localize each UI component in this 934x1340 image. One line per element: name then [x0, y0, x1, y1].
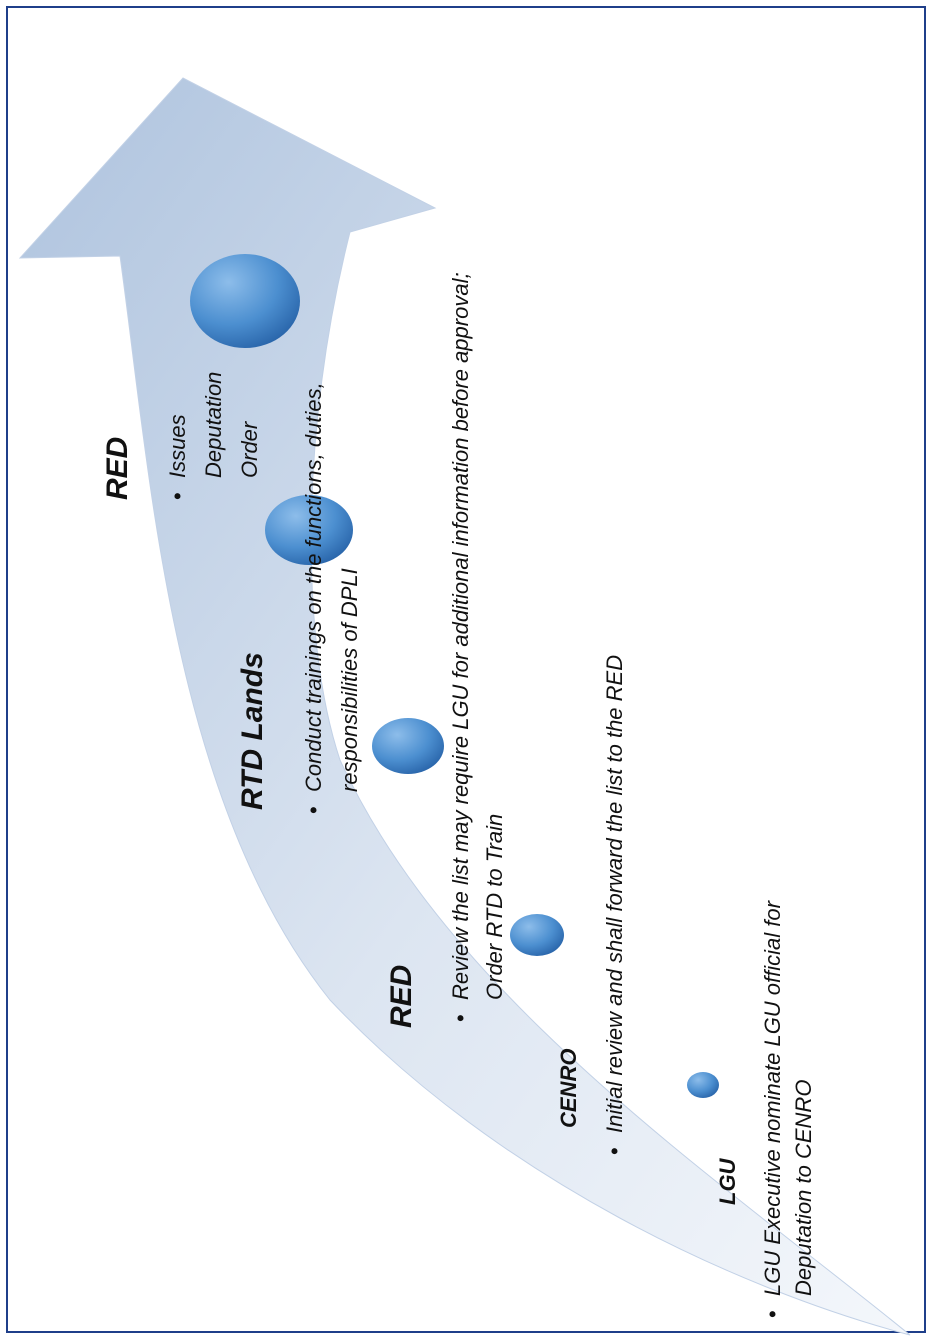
bullet: •	[301, 806, 326, 814]
page-border	[6, 6, 926, 1333]
bullet: •	[760, 1310, 785, 1318]
stage-description-line: Deputation	[201, 372, 226, 478]
stage-cenro: CENRO	[556, 1049, 581, 1128]
stage-marker-red-review	[372, 718, 444, 774]
stage-rtd-lands-description: • Conduct trainings on the functions, du…	[301, 382, 362, 814]
stage-description-line: Deputation to CENRO	[791, 1080, 816, 1296]
stage-title: RED	[385, 965, 418, 1028]
stage-marker-rtd-lands	[265, 495, 353, 565]
progress-arrow	[18, 77, 911, 1336]
stage-marker-red-issue	[190, 254, 300, 348]
stage-red-issue: RED	[101, 437, 134, 500]
stage-title: RED	[101, 437, 134, 500]
stage-red-review-description: • Review the list may require LGU for ad…	[448, 272, 507, 1022]
stage-marker-lgu	[687, 1072, 719, 1098]
stage-description-line: Issues	[165, 414, 190, 478]
stage-description-line: Order	[237, 420, 262, 478]
bullet: •	[448, 1014, 473, 1022]
stage-description-line: responsibilities of DPLI	[337, 568, 362, 792]
stage-marker-cenro	[510, 914, 564, 956]
stage-description-line: Initial review and shall forward the lis…	[602, 655, 627, 1133]
bullet: •	[602, 1147, 627, 1155]
stage-title: LGU	[715, 1157, 740, 1205]
stage-red-issue-description: • Issues Deputation Order	[165, 372, 262, 500]
stage-red-review: RED	[385, 965, 418, 1028]
stage-title: RTD Lands	[236, 652, 269, 810]
stage-rtd-lands: RTD Lands	[236, 652, 269, 810]
stage-description-line: Order RTD to Train	[482, 814, 507, 1000]
stage-lgu: LGU	[715, 1157, 740, 1205]
stage-title: CENRO	[556, 1049, 581, 1128]
stage-cenro-description: • Initial review and shall forward the l…	[602, 655, 627, 1155]
stage-description-line: Conduct trainings on the functions, duti…	[301, 382, 326, 792]
stage-description-line: LGU Executive nominate LGU official for	[760, 899, 785, 1296]
bullet: •	[165, 492, 190, 500]
stage-lgu-description: • LGU Executive nominate LGU official fo…	[760, 899, 816, 1318]
stage-description-line: Review the list may require LGU for addi…	[448, 272, 473, 1000]
